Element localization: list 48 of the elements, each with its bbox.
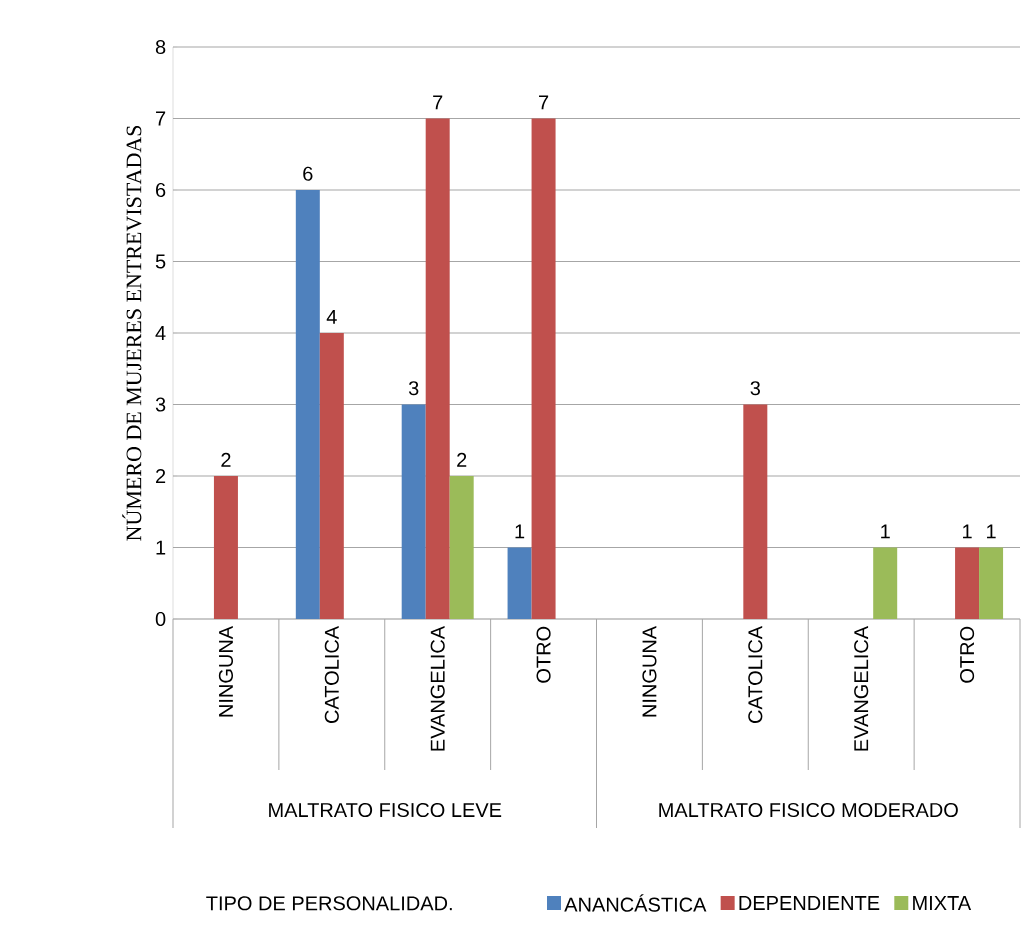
y-tick-label: 7: [156, 111, 166, 126]
bar: [873, 547, 898, 619]
y-tick-label: 1: [156, 540, 166, 555]
data-label: 1: [515, 524, 525, 539]
legend-title: TIPO DE PERSONALIDAD.: [206, 896, 452, 911]
legend-label: MIXTA: [913, 896, 972, 910]
y-tick-label: 4: [155, 326, 166, 340]
x-tick-label: NINGUNA: [218, 625, 234, 717]
data-label: 7: [433, 95, 443, 110]
bar: [425, 118, 450, 619]
data-label: 1: [987, 524, 996, 539]
x-tick-label: CATOLICA: [748, 625, 763, 724]
text: MALTRATO FISICO MODERADO: [659, 802, 958, 818]
bar: [295, 190, 320, 619]
text: MALTRATO FISICO LEVE: [269, 802, 502, 818]
data-label: 6: [303, 166, 313, 181]
bar: [743, 404, 768, 619]
bar: [507, 547, 532, 619]
data-label: 3: [750, 381, 760, 396]
data-label: 4: [326, 310, 337, 324]
legend-label: DEPENDIENTE: [739, 896, 880, 910]
x-tick-label: NINGUNA: [642, 625, 657, 717]
x-tick-label: EVANGELICA: [430, 625, 445, 751]
data-label: 1: [963, 524, 972, 539]
data-label: 7: [539, 95, 549, 110]
data-label: 1: [881, 524, 890, 539]
x-tick-label: CATOLICA: [324, 625, 339, 724]
legend-label: ANANCÁSTICA: [564, 894, 707, 912]
x-tick-label: OTRO: [536, 626, 551, 683]
y-tick-label: 0: [155, 611, 166, 627]
bar: [955, 547, 980, 619]
y-tick-label: 6: [156, 182, 166, 198]
x-tick-label: EVANGELICA: [854, 625, 869, 751]
bar: [979, 547, 1004, 619]
bar: [213, 476, 238, 619]
bar: [319, 333, 344, 619]
x-tick-label: OTRO: [960, 626, 975, 683]
bar: [531, 118, 556, 619]
data-label: 3: [408, 381, 419, 396]
y-tick-label: 2: [156, 469, 166, 483]
y-axis-title: NÚMERO DE MUJERES ENTREVISTADAS: [122, 125, 142, 541]
bar: [449, 476, 474, 619]
y-tick-label: 5: [155, 254, 166, 269]
y-tick-label: 3: [155, 397, 166, 412]
bar: [401, 404, 426, 619]
y-tick-label: 8: [155, 39, 166, 55]
data-label: 2: [221, 452, 231, 467]
data-label: 2: [457, 452, 467, 467]
